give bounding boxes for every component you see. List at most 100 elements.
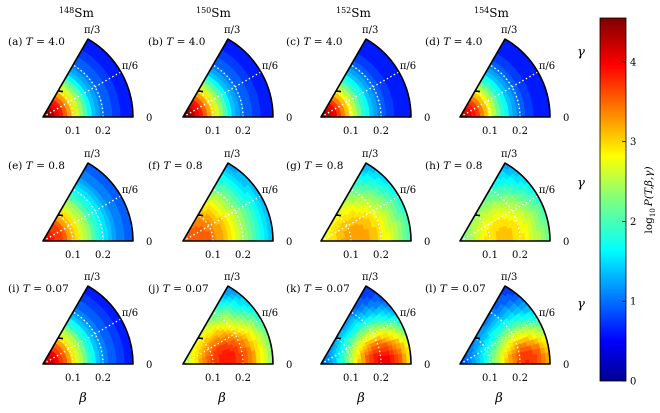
beta-tick-label: 0.1 (65, 126, 81, 137)
gamma-tick-pi3: π/3 (501, 25, 517, 36)
colorbar-gradient (599, 17, 627, 382)
grid-ray-pi6 (42, 195, 122, 242)
beta-tick-label: 0.1 (205, 126, 221, 137)
beta-tick-label: 0.2 (512, 250, 528, 261)
sector-outline (42, 162, 134, 242)
heatmap-cell (264, 358, 270, 365)
grid-ray-pi6 (182, 71, 262, 118)
edge-tick (57, 90, 64, 93)
grid-arc-beta-2 (212, 64, 244, 118)
heatmap-cell (264, 235, 270, 242)
beta-tick-label: 0.2 (512, 373, 528, 384)
panel-e: 0.1 0.2 0 π/6 π/3 (e) T = 0.8 (8, 149, 152, 261)
heatmap-cell (537, 235, 543, 242)
beta-tick-label: 0.1 (65, 250, 81, 261)
gamma-tick-pi3: π/3 (224, 25, 240, 36)
edge-tick (335, 90, 342, 93)
edge-tick (57, 337, 64, 340)
panel-label: (l) T = 0.07 (425, 283, 486, 295)
gamma-tick-0: 0 (424, 237, 430, 248)
panel-d: 0.1 0.2 0 π/6 π/3 (d) T = 4.0 (425, 25, 569, 137)
edge-tick (197, 337, 204, 340)
gamma-tick-pi3: π/3 (362, 25, 378, 36)
gamma-tick-pi6: π/6 (539, 185, 555, 196)
edge-tick (57, 214, 64, 217)
beta-tick-label: 0.1 (205, 373, 221, 384)
colorbar-tick-label: 3 (630, 137, 636, 148)
sector-outline (182, 38, 274, 118)
column-title-150sm: 150Sm (196, 6, 232, 20)
beta-label-col-2: β (217, 391, 226, 406)
panel-label: (f) T = 0.8 (148, 160, 203, 172)
beta-tick-label: 0.1 (482, 250, 498, 261)
panel-c: 0.1 0.2 0 π/6 π/3 (c) T = 4.0 (286, 25, 430, 137)
panel-label: (b) T = 4.0 (148, 36, 205, 48)
sector-outline (42, 38, 134, 118)
beta-tick-label: 0.1 (343, 250, 359, 261)
gamma-tick-pi6: π/6 (122, 308, 138, 319)
column-titles: 148Sm 150Sm 152Sm 154Sm (59, 6, 510, 20)
heatmap-cell (398, 358, 404, 365)
heatmap-cell (120, 111, 126, 118)
gamma-axis-labels: γ γ γ (577, 45, 585, 312)
heatmap-cell (120, 235, 126, 242)
gamma-label-row-2: γ (577, 176, 585, 191)
gamma-tick-pi6: π/6 (262, 308, 278, 319)
gamma-tick-0: 0 (424, 360, 430, 371)
edge-tick (474, 90, 481, 93)
grid-arc-beta-2 (489, 64, 521, 118)
panel-a: 0.1 0.2 0 π/6 π/3 (a) T = 4.0 (8, 25, 152, 137)
panel-label: (j) T = 0.07 (148, 283, 209, 295)
gamma-label-row-3: γ (577, 297, 585, 312)
gamma-tick-pi6: π/6 (400, 308, 416, 319)
panel-g: 0.1 0.2 0 π/6 π/3 (g) T = 0.8 (286, 149, 430, 261)
panel-k: 0.1 0.2 0 π/6 π/3 (k) T = 0.07 (286, 272, 430, 384)
gamma-tick-pi3: π/3 (84, 272, 100, 283)
heatmap-cell (402, 235, 408, 242)
beta-tick-label: 0.1 (343, 126, 359, 137)
grid-arc-beta-2 (72, 64, 104, 118)
grid-arc-beta-1 (474, 90, 491, 118)
gamma-tick-pi3: π/3 (224, 149, 240, 160)
edge-tick (335, 214, 342, 217)
edge-tick (197, 214, 204, 217)
panel-i: 0.1 0.2 0 π/6 π/3 (i) T = 0.07 (8, 272, 152, 384)
sector-outline (459, 38, 551, 118)
gamma-tick-pi6: π/6 (122, 61, 138, 72)
gamma-tick-0: 0 (146, 237, 152, 248)
edge-tick (335, 337, 342, 340)
beta-tick-label: 0.1 (482, 126, 498, 137)
gamma-tick-pi3: π/3 (84, 25, 100, 36)
beta-tick-label: 0.2 (235, 250, 251, 261)
beta-tick-label: 0.2 (95, 373, 111, 384)
gamma-tick-pi6: π/6 (262, 185, 278, 196)
beta-tick-label: 0.1 (343, 373, 359, 384)
gamma-tick-0: 0 (563, 360, 569, 371)
gamma-tick-0: 0 (146, 360, 152, 371)
heatmap-cell (541, 358, 547, 365)
panels: 0.1 0.2 0 π/6 π/3 (a) T = 4.0 0.1 0.2 0 π/6 π/3 (b)… (8, 25, 569, 384)
beta-tick-label: 0.2 (95, 126, 111, 137)
panel-b: 0.1 0.2 0 π/6 π/3 (b) T = 4.0 (148, 25, 292, 137)
beta-tick-label: 0.1 (65, 373, 81, 384)
heatmap-cell (124, 358, 130, 365)
column-title-148sm: 148Sm (59, 6, 95, 20)
gamma-tick-pi3: π/3 (501, 272, 517, 283)
colorbar: 0 1 2 3 4 log10P(T,β,γ) (599, 17, 657, 388)
panel-l: 0.1 0.2 0 π/6 π/3 (l) T = 0.07 (425, 272, 569, 384)
heatmap-cell (541, 111, 547, 118)
grid-arc-beta-2 (72, 188, 104, 242)
gamma-tick-0: 0 (563, 237, 569, 248)
column-title-154sm: 154Sm (474, 6, 510, 20)
heatmap-cell (260, 235, 266, 242)
panel-label: (g) T = 0.8 (286, 160, 343, 172)
edge-tick (474, 214, 481, 217)
grid-arc-beta-1 (335, 90, 352, 118)
gamma-tick-pi3: π/3 (362, 149, 378, 160)
edge-tick (197, 90, 204, 93)
gamma-tick-0: 0 (563, 113, 569, 124)
beta-tick-label: 0.2 (235, 373, 251, 384)
heatmap-cell (537, 111, 543, 118)
heatmap-cell (537, 358, 543, 365)
beta-axis-labels: β β β β (78, 391, 503, 406)
